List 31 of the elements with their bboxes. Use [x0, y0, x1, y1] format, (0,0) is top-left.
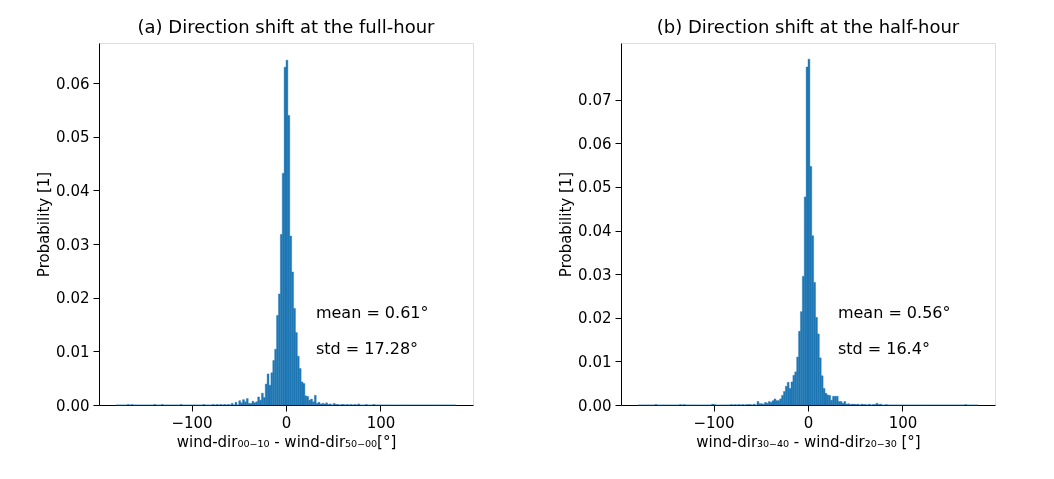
y-tick-label: 0.05	[56, 128, 90, 147]
x-axis-title: wind-dir₀₀₋₁₀ - wind-dir₅₀₋₀₀[°]	[176, 432, 397, 451]
y-tick-label: 0.06	[56, 74, 90, 93]
x-tick-label: 0	[803, 413, 814, 432]
y-tick-label: 0.07	[578, 91, 612, 110]
y-tick-label: 0.01	[56, 342, 90, 361]
annotation: mean = 0.56°	[837, 302, 951, 322]
y-tick-label: 0.03	[578, 265, 612, 284]
chart-title: (b) Direction shift at the half-hour	[656, 16, 960, 37]
x-tick-label: 100	[366, 413, 396, 432]
x-tick-label: −100	[693, 413, 735, 432]
x-tick-label: 0	[281, 413, 292, 432]
annotation: std = 17.28°	[315, 338, 419, 358]
x-tick-label: −100	[171, 413, 213, 432]
y-tick-label: 0.01	[578, 352, 612, 371]
annotation: std = 16.4°	[837, 338, 930, 358]
y-axis-title: Probability [1]	[35, 171, 54, 278]
y-tick-label: 0.04	[56, 181, 90, 200]
y-tick-label: 0.00	[56, 396, 90, 415]
y-tick-label: 0.06	[578, 134, 612, 153]
y-tick-label: 0.00	[578, 396, 612, 415]
y-tick-label: 0.03	[56, 235, 90, 254]
y-tick-label: 0.05	[578, 178, 612, 197]
y-tick-label: 0.04	[578, 222, 612, 241]
x-axis-title: wind-dir₃₀₋₄₀ - wind-dir₂₀₋₃₀ [°]	[696, 432, 921, 451]
chart-title: (a) Direction shift at the full-hour	[137, 16, 436, 37]
x-tick-label: 100	[888, 413, 918, 432]
y-tick-label: 0.02	[578, 309, 612, 328]
y-axis-title: Probability [1]	[557, 171, 576, 278]
annotation: mean = 0.61°	[315, 302, 429, 322]
y-tick-label: 0.02	[56, 289, 90, 308]
